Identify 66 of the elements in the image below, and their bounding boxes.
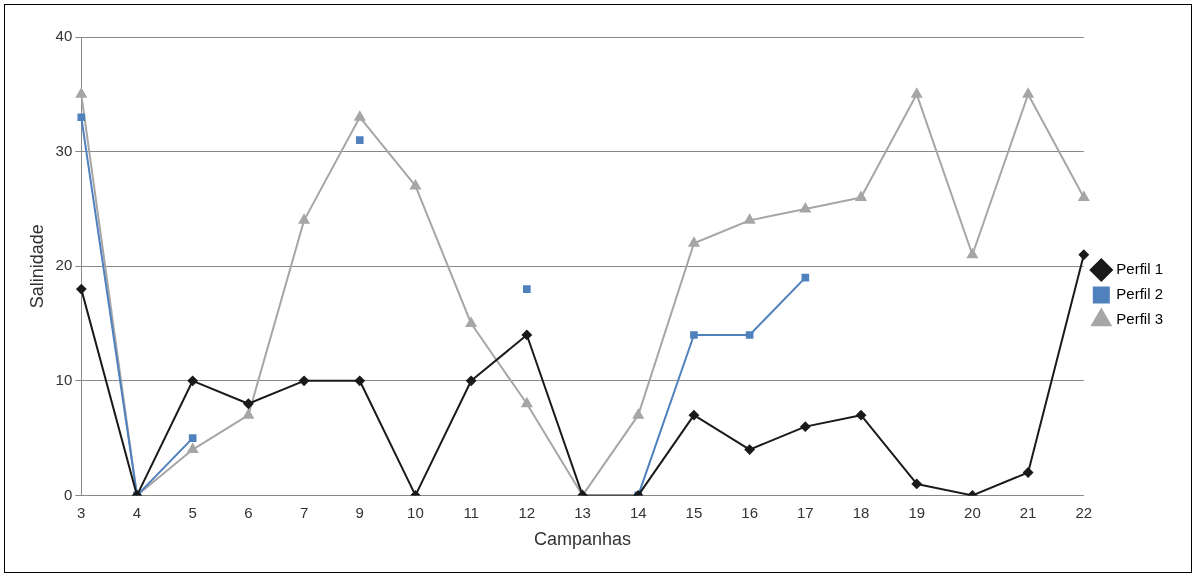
point bbox=[911, 478, 922, 489]
point bbox=[354, 111, 366, 121]
x-tick-label: 14 bbox=[629, 503, 647, 521]
x-tick-label: 22 bbox=[1075, 503, 1093, 521]
point bbox=[299, 375, 310, 386]
point bbox=[354, 375, 365, 386]
y-tick-label: 20 bbox=[55, 256, 73, 274]
point bbox=[856, 410, 867, 421]
point bbox=[523, 285, 531, 293]
point bbox=[1022, 88, 1034, 98]
point bbox=[690, 331, 698, 339]
y-tick-label: 0 bbox=[63, 485, 73, 503]
x-tick-label: 3 bbox=[77, 503, 86, 521]
point bbox=[1078, 249, 1089, 260]
point bbox=[688, 237, 700, 247]
point bbox=[355, 136, 364, 144]
x-tick-label: 6 bbox=[244, 503, 253, 521]
x-tick-label: 11 bbox=[463, 503, 479, 521]
x-tick-label: 18 bbox=[852, 503, 870, 521]
x-axis-title: Campanhas bbox=[534, 529, 632, 550]
x-tick-label: 10 bbox=[407, 503, 424, 521]
x-tick-label: 19 bbox=[908, 503, 926, 521]
x-tick-label: 17 bbox=[796, 503, 814, 521]
x-tick-label: 13 bbox=[574, 503, 591, 521]
legend-label: Perfil 1 bbox=[1116, 260, 1163, 278]
point bbox=[800, 421, 811, 432]
legend-label: Perfil 3 bbox=[1116, 310, 1163, 328]
x-tick-label: 7 bbox=[299, 503, 309, 521]
y-tick-label: 40 bbox=[55, 27, 73, 45]
point bbox=[243, 398, 254, 409]
point bbox=[466, 375, 477, 386]
point bbox=[800, 202, 811, 213]
point bbox=[521, 397, 533, 408]
x-tick-label: 15 bbox=[685, 503, 703, 521]
point bbox=[744, 444, 755, 455]
point bbox=[855, 191, 867, 201]
point bbox=[521, 329, 532, 340]
point bbox=[188, 434, 197, 442]
point bbox=[745, 331, 754, 339]
point bbox=[1078, 191, 1090, 201]
x-tick-label: 20 bbox=[964, 503, 981, 521]
x-tick-label: 9 bbox=[355, 503, 364, 521]
point bbox=[632, 409, 644, 419]
y-tick-label: 30 bbox=[55, 141, 73, 159]
point bbox=[1023, 467, 1034, 478]
point bbox=[77, 113, 86, 122]
point bbox=[243, 409, 254, 419]
x-tick-label: 16 bbox=[741, 503, 758, 521]
x-tick-label: 21 bbox=[1019, 503, 1037, 521]
point bbox=[967, 248, 978, 259]
point bbox=[744, 214, 755, 224]
point bbox=[465, 317, 477, 327]
point bbox=[911, 88, 923, 98]
y-tick-label: 10 bbox=[55, 370, 73, 388]
point bbox=[187, 443, 199, 454]
y-axis-title: Salinidade bbox=[26, 224, 47, 309]
point bbox=[298, 214, 310, 224]
x-tick-label: 4 bbox=[132, 503, 142, 521]
x-tick-label: 5 bbox=[188, 503, 197, 521]
point bbox=[187, 375, 198, 386]
point bbox=[688, 410, 699, 421]
point bbox=[75, 88, 87, 98]
legend-label: Perfil 2 bbox=[1116, 285, 1163, 303]
x-tick-label: 12 bbox=[518, 503, 536, 521]
point bbox=[410, 179, 421, 190]
point bbox=[76, 284, 87, 295]
